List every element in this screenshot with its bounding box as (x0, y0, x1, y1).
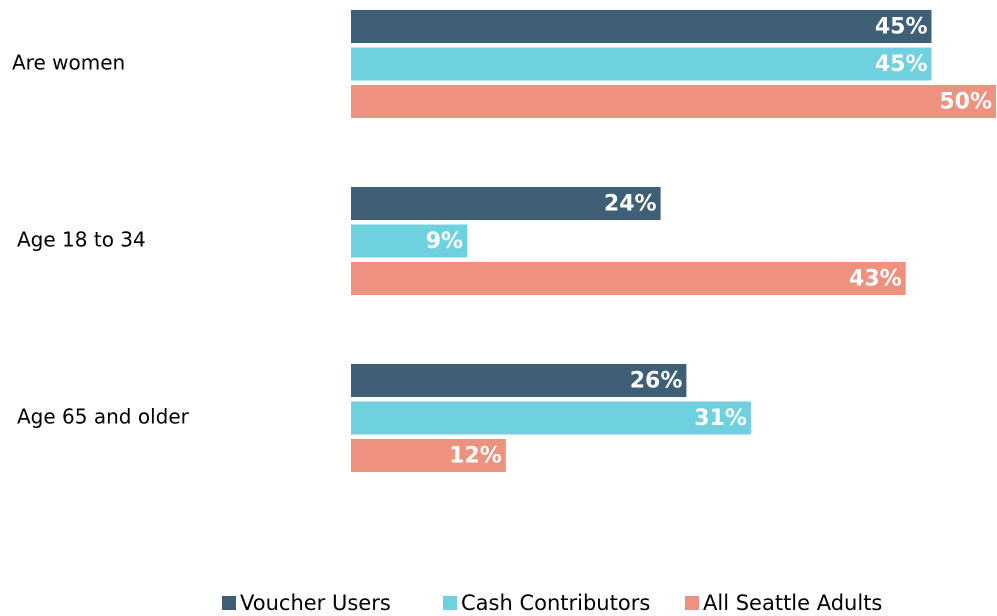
value-label: 50% (939, 90, 992, 115)
bar (351, 364, 687, 397)
bar (351, 47, 932, 81)
bar (351, 401, 751, 435)
bar (351, 85, 996, 118)
value-label: 9% (426, 229, 463, 254)
value-label: 31% (694, 406, 747, 431)
category-label: Age 18 to 34 (17, 228, 146, 252)
category-label: Are women (12, 51, 125, 75)
bar (351, 439, 506, 472)
value-label: 45% (875, 15, 928, 40)
value-label: 45% (875, 52, 928, 77)
legend-swatch (443, 596, 457, 610)
value-label: 24% (604, 192, 657, 217)
legend-swatch (222, 596, 236, 610)
legend-swatch (685, 596, 699, 610)
legend-label: Voucher Users (240, 591, 391, 615)
legend-label: All Seattle Adults (703, 591, 882, 615)
bar (351, 10, 932, 43)
bar (351, 262, 906, 295)
value-label: 26% (630, 369, 683, 394)
bar (351, 187, 661, 220)
value-label: 43% (849, 267, 902, 292)
bar (351, 224, 468, 258)
category-label: Age 65 and older (17, 405, 190, 429)
value-label: 12% (449, 444, 502, 469)
legend-label: Cash Contributors (461, 591, 650, 615)
